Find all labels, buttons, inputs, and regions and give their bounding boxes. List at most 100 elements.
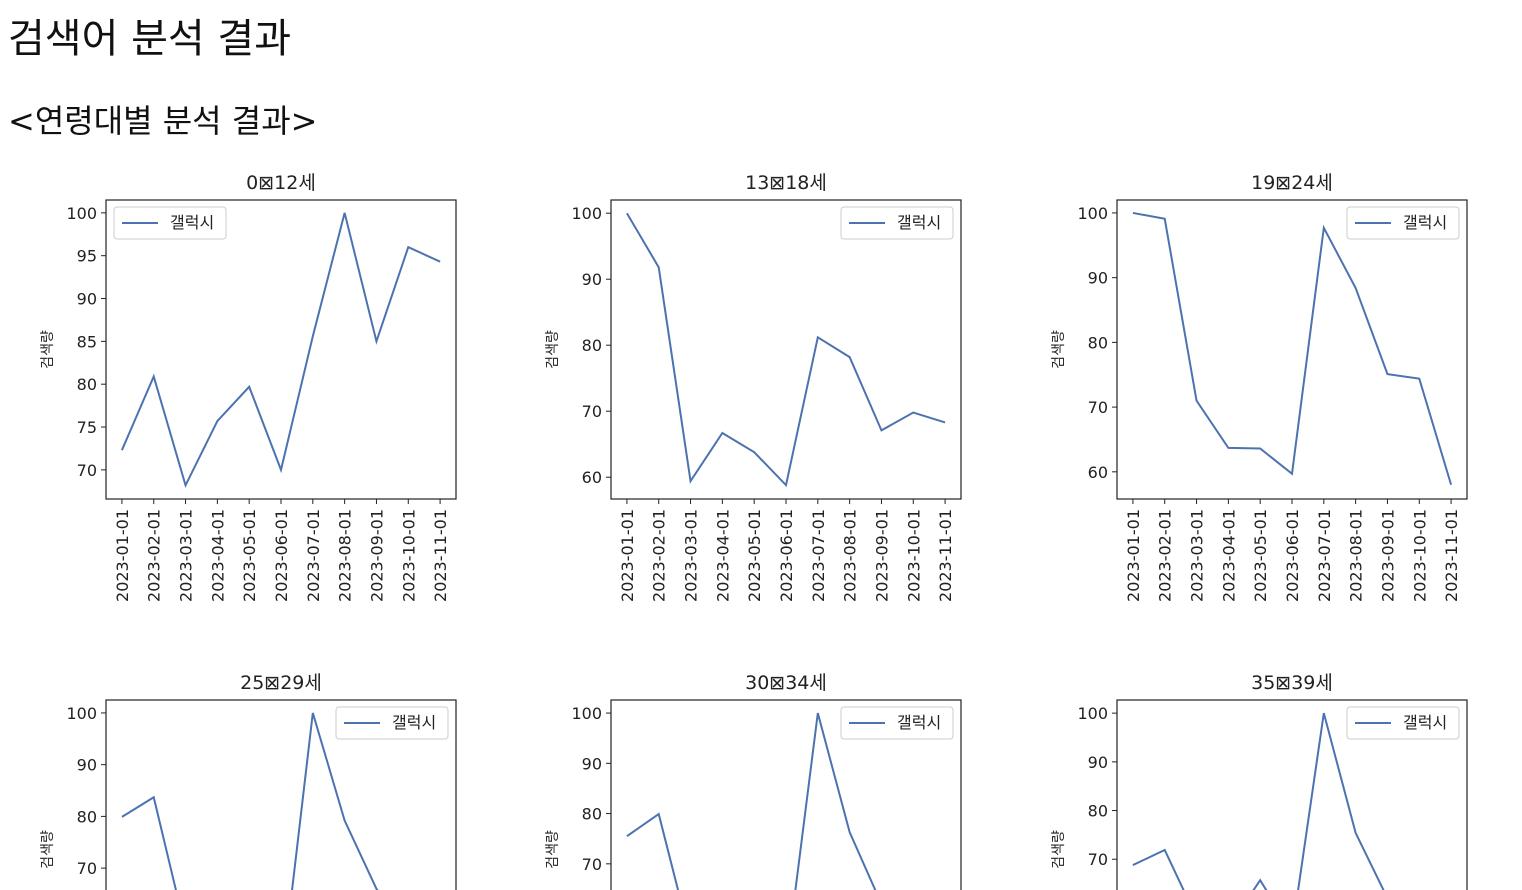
legend-box (335, 706, 449, 740)
x-tick-label: 2023-07-01 (1315, 509, 1334, 602)
x-tick-label: 2023-05-01 (745, 509, 764, 602)
legend-box (840, 706, 954, 740)
y-tick-label: 100 (66, 204, 97, 223)
legend-label: 갤럭시 (897, 713, 941, 732)
y-tick-label: 70 (77, 461, 97, 480)
x-tick-label: 2023-05-01 (240, 509, 259, 602)
x-tick-label: 2023-04-01 (1219, 509, 1238, 602)
legend-label: 갤럭시 (170, 213, 214, 232)
x-tick-label: 2023-11-01 (431, 509, 450, 602)
x-tick-label: 2023-06-01 (777, 509, 796, 602)
x-tick-label: 2023-06-01 (1283, 509, 1302, 602)
y-axis-label: 검색량 (1051, 830, 1067, 869)
y-tick-label: 80 (1088, 802, 1108, 821)
section-title: <연령대별 분석 결과> (8, 102, 318, 140)
x-tick-label: 2023-10-01 (1410, 509, 1429, 602)
data-line (626, 212, 946, 488)
x-tick-label: 2023-08-01 (1347, 509, 1366, 602)
x-tick-label: 2023-06-01 (272, 509, 291, 602)
data-line (1132, 712, 1385, 890)
x-tick-label: 2023-02-01 (1156, 509, 1175, 602)
y-axis-label: 검색량 (40, 330, 56, 369)
x-tick-label: 2023-02-01 (650, 509, 669, 602)
y-axis-label: 검색량 (40, 830, 56, 869)
y-tick-label: 80 (582, 336, 602, 355)
y-tick-label: 70 (582, 402, 602, 421)
plot-frame (1116, 699, 1468, 890)
data-line (120, 212, 441, 489)
x-tick-label: 2023-08-01 (336, 509, 355, 602)
legend-box (1346, 206, 1460, 240)
legend-box (840, 206, 954, 240)
y-axis-label: 검색량 (545, 330, 561, 369)
y-tick-label: 80 (77, 375, 97, 394)
legend-box (113, 206, 227, 240)
legend-label: 갤럭시 (1403, 713, 1447, 732)
chart-title: 13⊠18세 (745, 172, 827, 194)
x-tick-label: 2023-11-01 (1442, 509, 1461, 602)
y-tick-label: 90 (1088, 269, 1108, 288)
y-tick-label: 70 (1088, 850, 1108, 869)
y-tick-label: 70 (1088, 398, 1108, 417)
data-line (121, 712, 379, 890)
y-tick-label: 100 (1077, 704, 1108, 723)
y-tick-label: 80 (582, 805, 602, 824)
x-tick-label: 2023-07-01 (304, 509, 323, 602)
x-tick-label: 2023-03-01 (1188, 509, 1207, 602)
y-tick-label: 90 (77, 290, 97, 309)
page-title: 검색어 분석 결과 (8, 16, 292, 62)
x-tick-label: 2023-10-01 (904, 509, 923, 602)
y-tick-label: 90 (582, 754, 602, 773)
x-tick-label: 2023-09-01 (1378, 509, 1397, 602)
y-tick-label: 90 (582, 270, 602, 289)
data-line (1132, 211, 1453, 486)
x-tick-label: 2023-01-01 (1124, 509, 1143, 602)
x-tick-label: 2023-09-01 (367, 509, 386, 602)
x-tick-label: 2023-01-01 (618, 509, 637, 602)
y-axis-label: 검색량 (545, 830, 561, 869)
y-tick-label: 60 (1088, 463, 1108, 482)
x-tick-label: 2023-04-01 (208, 509, 227, 602)
y-tick-label: 75 (77, 418, 97, 437)
y-tick-label: 100 (1077, 204, 1108, 223)
x-tick-label: 2023-04-01 (713, 509, 732, 602)
x-tick-label: 2023-07-01 (809, 509, 828, 602)
x-tick-label: 2023-11-01 (936, 509, 955, 602)
y-tick-label: 70 (77, 859, 97, 878)
x-tick-label: 2023-01-01 (113, 509, 132, 602)
x-tick-label: 2023-10-01 (399, 509, 418, 602)
y-tick-label: 80 (1088, 333, 1108, 352)
plot-frame (1116, 199, 1468, 500)
y-tick-label: 90 (1088, 753, 1108, 772)
plot-frame (105, 699, 457, 890)
plot-frame (610, 199, 962, 500)
y-tick-label: 80 (77, 807, 97, 826)
y-tick-label: 70 (582, 855, 602, 874)
legend-box (1346, 706, 1460, 740)
plot-frame (105, 199, 457, 500)
y-axis-label: 검색량 (1051, 330, 1067, 369)
plot-frame (610, 699, 962, 890)
legend-label: 갤럭시 (392, 713, 436, 732)
x-tick-label: 2023-08-01 (841, 509, 860, 602)
legend-label: 갤럭시 (897, 213, 941, 232)
y-tick-label: 100 (571, 704, 602, 723)
x-tick-label: 2023-03-01 (177, 509, 196, 602)
chart-title: 25⊠29세 (240, 672, 322, 694)
x-tick-label: 2023-05-01 (1251, 509, 1270, 602)
chart-title: 19⊠24세 (1251, 172, 1333, 194)
x-tick-label: 2023-03-01 (682, 509, 701, 602)
y-tick-label: 90 (77, 756, 97, 775)
y-tick-label: 100 (66, 704, 97, 723)
chart-title: 35⊠39세 (1251, 672, 1333, 694)
y-tick-label: 95 (77, 247, 97, 266)
chart-title: 30⊠34세 (745, 672, 827, 694)
data-line (626, 712, 877, 890)
chart-title: 0⊠12세 (246, 172, 316, 194)
y-tick-label: 85 (77, 332, 97, 351)
legend-label: 갤럭시 (1403, 213, 1447, 232)
y-tick-label: 100 (571, 204, 602, 223)
y-tick-label: 60 (582, 468, 602, 487)
